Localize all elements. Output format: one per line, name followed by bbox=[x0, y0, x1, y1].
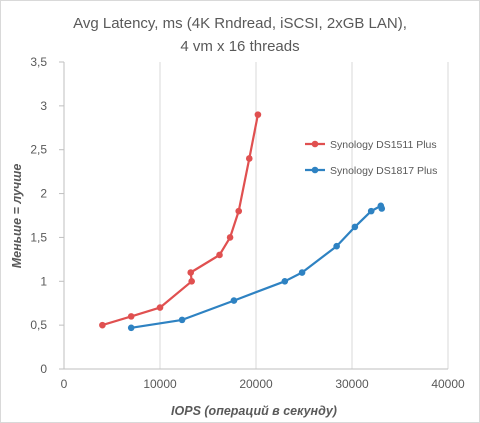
legend-label: Synology DS1511 Plus bbox=[330, 139, 437, 151]
legend-marker bbox=[311, 166, 319, 174]
data-point bbox=[333, 242, 340, 250]
y-axis-title: Меньше = лучше bbox=[10, 164, 24, 269]
data-point bbox=[378, 205, 386, 212]
y-tick-labels: 0 0,5 1 1,5 2 2,5 3 3,5 bbox=[30, 55, 47, 376]
y-tick-label: 3 bbox=[40, 99, 47, 113]
data-point bbox=[187, 269, 195, 276]
data-point bbox=[235, 207, 243, 215]
y-tick-label: 3,5 bbox=[30, 55, 47, 69]
legend-label: Synology DS1817 Plus bbox=[330, 165, 437, 177]
data-point bbox=[127, 313, 135, 320]
x-tick-label: 0 bbox=[61, 377, 68, 391]
data-point bbox=[367, 207, 375, 215]
y-tick-label: 0 bbox=[40, 362, 47, 376]
data-point bbox=[156, 304, 164, 311]
y-tick-label: 2 bbox=[40, 187, 47, 201]
data-point bbox=[99, 321, 106, 329]
y-tick-label: 1,5 bbox=[30, 230, 47, 244]
chart-title-line1: Avg Latency, ms (4K Rndread, iSCSI, 2xGB… bbox=[73, 15, 407, 32]
x-tick-labels: 0 10000 20000 30000 40000 bbox=[61, 377, 465, 391]
data-point bbox=[188, 277, 195, 285]
data-point bbox=[226, 234, 234, 241]
series-group bbox=[99, 111, 386, 332]
series-line bbox=[102, 114, 259, 327]
data-point bbox=[245, 155, 253, 162]
data-point bbox=[298, 269, 306, 276]
data-point bbox=[254, 111, 262, 118]
data-point bbox=[127, 324, 135, 332]
data-point bbox=[230, 297, 238, 304]
series-2 bbox=[127, 202, 386, 332]
y-tick-label: 1 bbox=[40, 274, 47, 288]
legend: Synology DS1511 Plus Synology DS1817 Plus bbox=[305, 139, 437, 177]
x-tick-label: 20000 bbox=[239, 377, 273, 391]
data-point bbox=[178, 316, 186, 324]
y-tick-label: 0,5 bbox=[30, 318, 47, 332]
y-tick-label: 2,5 bbox=[30, 143, 47, 157]
data-point bbox=[351, 223, 359, 231]
x-axis-title: IOPS (операций в секунду) bbox=[171, 404, 337, 418]
axes bbox=[63, 62, 448, 370]
chart-title-line2: 4 vm x 16 threads bbox=[180, 38, 299, 55]
x-tick-label: 40000 bbox=[431, 377, 465, 391]
series-1 bbox=[99, 111, 262, 329]
x-tick-label: 30000 bbox=[335, 377, 369, 391]
grid-lines bbox=[59, 61, 449, 370]
legend-marker bbox=[311, 140, 319, 148]
data-point bbox=[281, 277, 289, 285]
series-line bbox=[131, 204, 383, 329]
data-point bbox=[216, 251, 223, 259]
x-tick-label: 10000 bbox=[143, 377, 177, 391]
